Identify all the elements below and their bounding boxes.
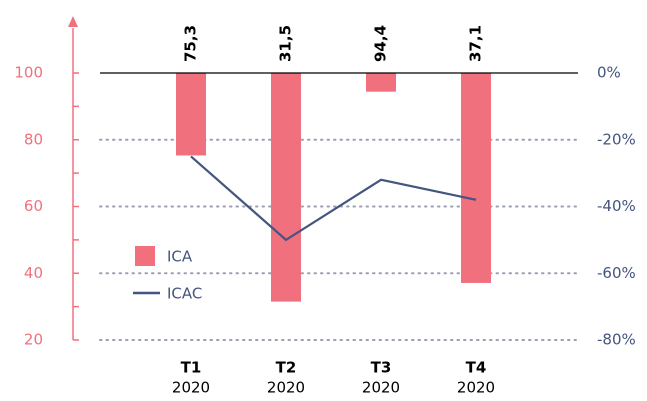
x-tick-label: 2020 <box>172 379 210 397</box>
y-tick-label: 80 <box>24 130 43 148</box>
x-tick-label: T1 <box>181 359 202 377</box>
x-tick-label: T2 <box>276 359 297 377</box>
y-axis-arrow <box>68 16 78 27</box>
y2-tick-label: 0% <box>597 64 621 82</box>
y2-tick-label: -40% <box>597 197 636 215</box>
x-tick-label: 2020 <box>457 379 495 397</box>
legend-label: ICAC <box>167 285 202 303</box>
y-tick-label: 40 <box>24 264 43 282</box>
bar <box>461 73 491 283</box>
value-label: 31,5 <box>277 25 295 62</box>
y2-tick-label: -60% <box>597 264 636 282</box>
legend-swatch <box>135 246 155 266</box>
x-tick-label: 2020 <box>362 379 400 397</box>
legend-label: ICA <box>167 248 193 266</box>
y2-tick-label: -80% <box>597 331 636 349</box>
x-tick-label: T3 <box>371 359 392 377</box>
bar <box>366 73 396 92</box>
line <box>190 155 477 242</box>
x-tick-label: 2020 <box>267 379 305 397</box>
bar <box>176 73 206 156</box>
bar <box>271 73 301 302</box>
value-label: 37,1 <box>467 25 485 62</box>
y-tick-label: 20 <box>24 331 43 349</box>
y2-tick-label: -20% <box>597 130 636 148</box>
value-label: 75,3 <box>182 25 200 62</box>
y-tick-label: 60 <box>24 197 43 215</box>
x-tick-label: T4 <box>466 359 487 377</box>
value-label: 94,4 <box>372 25 390 62</box>
y-tick-label: 100 <box>14 64 43 82</box>
